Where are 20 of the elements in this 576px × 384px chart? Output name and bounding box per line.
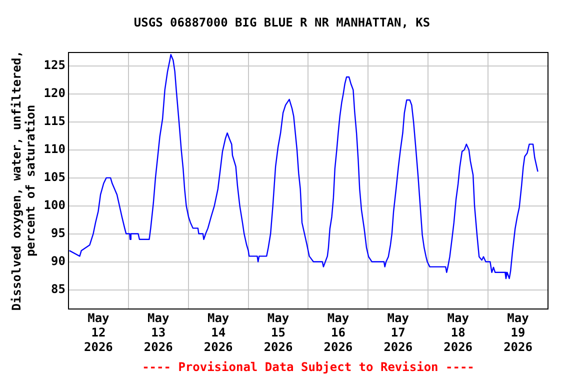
y-tick-label: 115 — [44, 114, 66, 128]
x-tick-label: May 12 2026 — [84, 311, 113, 354]
y-tick-label: 95 — [51, 226, 66, 240]
y-tick-label: 90 — [51, 254, 66, 268]
y-tick-label: 110 — [44, 142, 66, 156]
x-tick-label: May 16 2026 — [324, 311, 353, 354]
y-axis-title: Dissolved oxygen, water, unfiltered, percent of saturation — [9, 50, 38, 311]
y-tick-label: 100 — [44, 198, 66, 212]
y-tick-label: 105 — [44, 170, 66, 184]
x-tick-label: May 18 2026 — [444, 311, 473, 354]
y-tick-label: 85 — [51, 282, 66, 296]
y-tick-label: 120 — [44, 86, 66, 100]
x-tick-label: May 14 2026 — [204, 311, 233, 354]
chart-title: USGS 06887000 BIG BLUE R NR MANHATTAN, KS — [134, 15, 430, 30]
y-tick-label: 125 — [44, 58, 66, 72]
x-tick-label: May 13 2026 — [144, 311, 173, 354]
x-tick-label: May 15 2026 — [264, 311, 293, 354]
x-tick-label: May 17 2026 — [384, 311, 413, 354]
x-tick-label: May 19 2026 — [504, 311, 532, 354]
text: ---- Provisional Data Subject to Revision ---- — [142, 360, 474, 374]
